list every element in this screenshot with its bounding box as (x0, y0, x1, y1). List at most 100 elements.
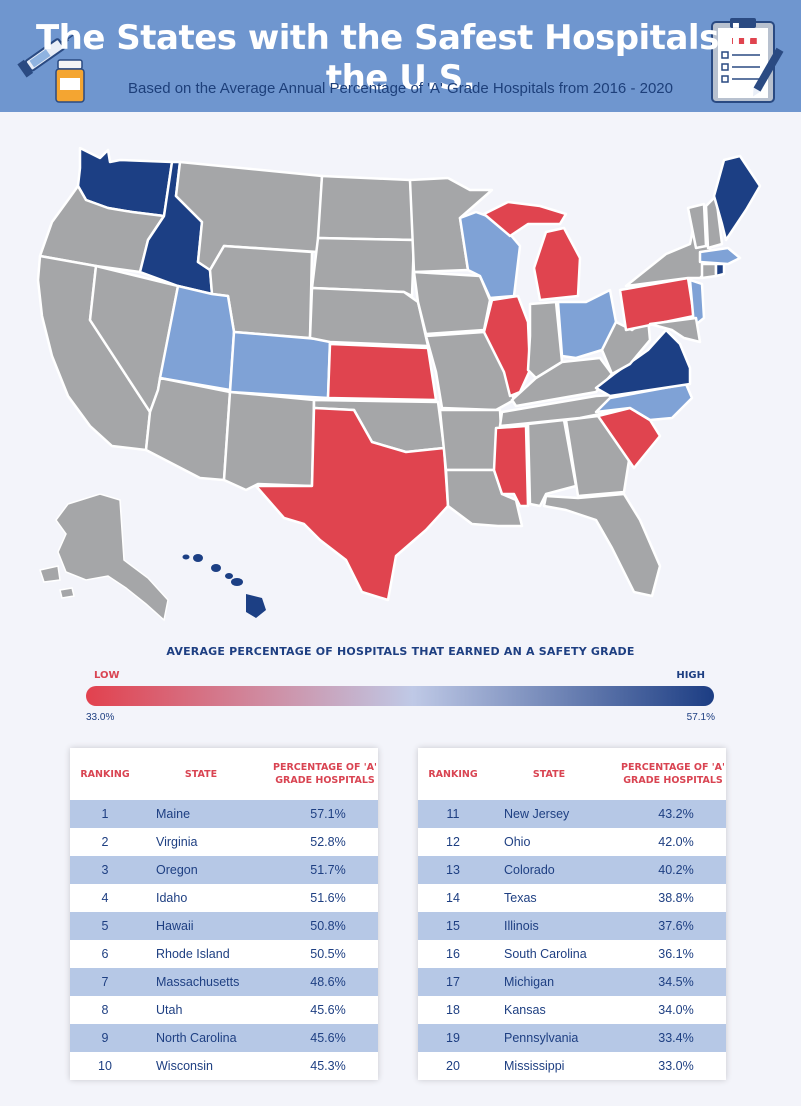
header-pct-line1: PERCENTAGE OF 'A' (273, 762, 377, 773)
rank-cell: 12 (446, 835, 460, 849)
header-percentage: PERCENTAGE OF 'A' GRADE HOSPITALS (618, 748, 728, 800)
clipboard-icon (711, 18, 784, 103)
table-row: 13 Colorado 40.2% (418, 856, 726, 884)
rank-cell: 5 (101, 919, 109, 933)
percentage-cell: 42.0% (658, 835, 694, 849)
percentage-cell: 50.5% (310, 947, 346, 961)
table-header: RANKING STATE PERCENTAGE OF 'A' GRADE HO… (70, 748, 378, 800)
state-north-dakota (316, 174, 416, 242)
legend-min-value: 33.0% (86, 712, 115, 723)
state-mississippi (492, 424, 530, 508)
rank-cell: 9 (101, 1031, 109, 1045)
header-state: STATE (532, 768, 566, 780)
rank-cell: 13 (446, 863, 460, 877)
rank-cell: 2 (101, 835, 109, 849)
state-cell: Virginia (156, 835, 198, 849)
ranking-table-right: RANKING STATE PERCENTAGE OF 'A' GRADE HO… (418, 748, 726, 1080)
state-cell: Texas (504, 891, 537, 905)
percentage-cell: 45.6% (310, 1003, 346, 1017)
percentage-cell: 57.1% (310, 807, 346, 821)
state-south-dakota (310, 236, 416, 298)
state-cell: Utah (156, 1003, 183, 1017)
state-maryland-delaware (648, 316, 702, 344)
state-cell: Mississippi (504, 1059, 565, 1073)
percentage-cell: 45.3% (310, 1059, 346, 1073)
percentage-cell: 36.1% (658, 947, 694, 961)
page-title: The States with the Safest Hospitals in … (35, 18, 766, 98)
table-row: 14 Texas 38.8% (418, 884, 726, 912)
state-arkansas (438, 408, 504, 472)
percentage-cell: 38.8% (658, 891, 694, 905)
state-kansas (326, 342, 438, 402)
table-row: 12 Ohio 42.0% (418, 828, 726, 856)
legend-title: AVERAGE PERCENTAGE OF HOSPITALS THAT EAR… (166, 645, 635, 658)
state-arizona (144, 376, 232, 482)
state-iowa (412, 270, 492, 336)
state-vermont (686, 202, 708, 250)
syringe-icon (17, 32, 77, 78)
state-cell: Massachusetts (156, 975, 240, 989)
state-kentucky (510, 356, 614, 408)
percentage-cell: 51.7% (310, 863, 346, 877)
state-north-carolina (594, 382, 694, 422)
percentage-cell: 50.8% (310, 919, 346, 933)
header-percentage: PERCENTAGE OF 'A' GRADE HOSPITALS (270, 748, 380, 800)
percentage-cell: 40.2% (658, 863, 694, 877)
table-row: 20 Mississippi 33.0% (418, 1052, 726, 1080)
table-row: 15 Illinois 37.6% (418, 912, 726, 940)
ranking-table-left: RANKING STATE PERCENTAGE OF 'A' GRADE HO… (70, 748, 378, 1080)
table-row: 11 New Jersey 43.2% (418, 800, 726, 828)
rank-cell: 8 (101, 1003, 109, 1017)
percentage-cell: 48.6% (310, 975, 346, 989)
header-state: STATE (184, 768, 218, 780)
rank-cell: 15 (446, 919, 460, 933)
table-row: 6 Rhode Island 50.5% (70, 940, 378, 968)
state-cell: Hawaii (156, 919, 194, 933)
header-ranking: RANKING (428, 768, 478, 780)
percentage-cell: 37.6% (658, 919, 694, 933)
table-row: 1 Maine 57.1% (70, 800, 378, 828)
state-cell: Colorado (504, 863, 555, 877)
header-ranking: RANKING (80, 768, 130, 780)
pill-bottle-icon (55, 59, 85, 103)
state-cell: Ohio (504, 835, 531, 849)
state-connecticut (700, 262, 718, 280)
rank-cell: 6 (101, 947, 109, 961)
state-new-mexico (222, 390, 316, 492)
percentage-cell: 51.6% (310, 891, 346, 905)
state-cell: Maine (156, 807, 191, 821)
state-cell: Wisconsin (156, 1059, 213, 1073)
percentage-cell: 52.8% (310, 835, 346, 849)
header-banner: The States with the Safest Hospitals in … (0, 0, 801, 112)
rank-cell: 10 (98, 1059, 112, 1073)
table-row: 9 North Carolina 45.6% (70, 1024, 378, 1052)
rank-cell: 20 (446, 1059, 460, 1073)
legend-gradient-bar (86, 686, 714, 706)
state-cell: Oregon (156, 863, 198, 877)
table-row: 5 Hawaii 50.8% (70, 912, 378, 940)
state-michigan-lower (532, 226, 582, 302)
table-row: 8 Utah 45.6% (70, 996, 378, 1024)
state-cell: Kansas (504, 1003, 546, 1017)
state-colorado (228, 330, 332, 400)
percentage-cell: 33.4% (658, 1031, 694, 1045)
state-massachusetts (698, 246, 742, 266)
percentage-cell: 43.2% (658, 807, 694, 821)
legend-high-label: HIGH (676, 670, 705, 681)
legend-max-value: 57.1% (686, 712, 715, 723)
legend-low-label: LOW (94, 670, 120, 681)
state-new-jersey (688, 278, 706, 328)
percentage-cell: 34.5% (658, 975, 694, 989)
state-cell: Idaho (156, 891, 188, 905)
table-row: 17 Michigan 34.5% (418, 968, 726, 996)
percentage-cell: 45.6% (310, 1031, 346, 1045)
table-row: 18 Kansas 34.0% (418, 996, 726, 1024)
state-texas (254, 406, 450, 602)
rank-cell: 4 (101, 891, 109, 905)
state-rhode-island (714, 262, 726, 278)
rank-cell: 7 (101, 975, 109, 989)
table-header: RANKING STATE PERCENTAGE OF 'A' GRADE HO… (418, 748, 726, 800)
table-row: 16 South Carolina 36.1% (418, 940, 726, 968)
table-row: 2 Virginia 52.8% (70, 828, 378, 856)
header-pct-line2: GRADE HOSPITALS (275, 775, 375, 786)
